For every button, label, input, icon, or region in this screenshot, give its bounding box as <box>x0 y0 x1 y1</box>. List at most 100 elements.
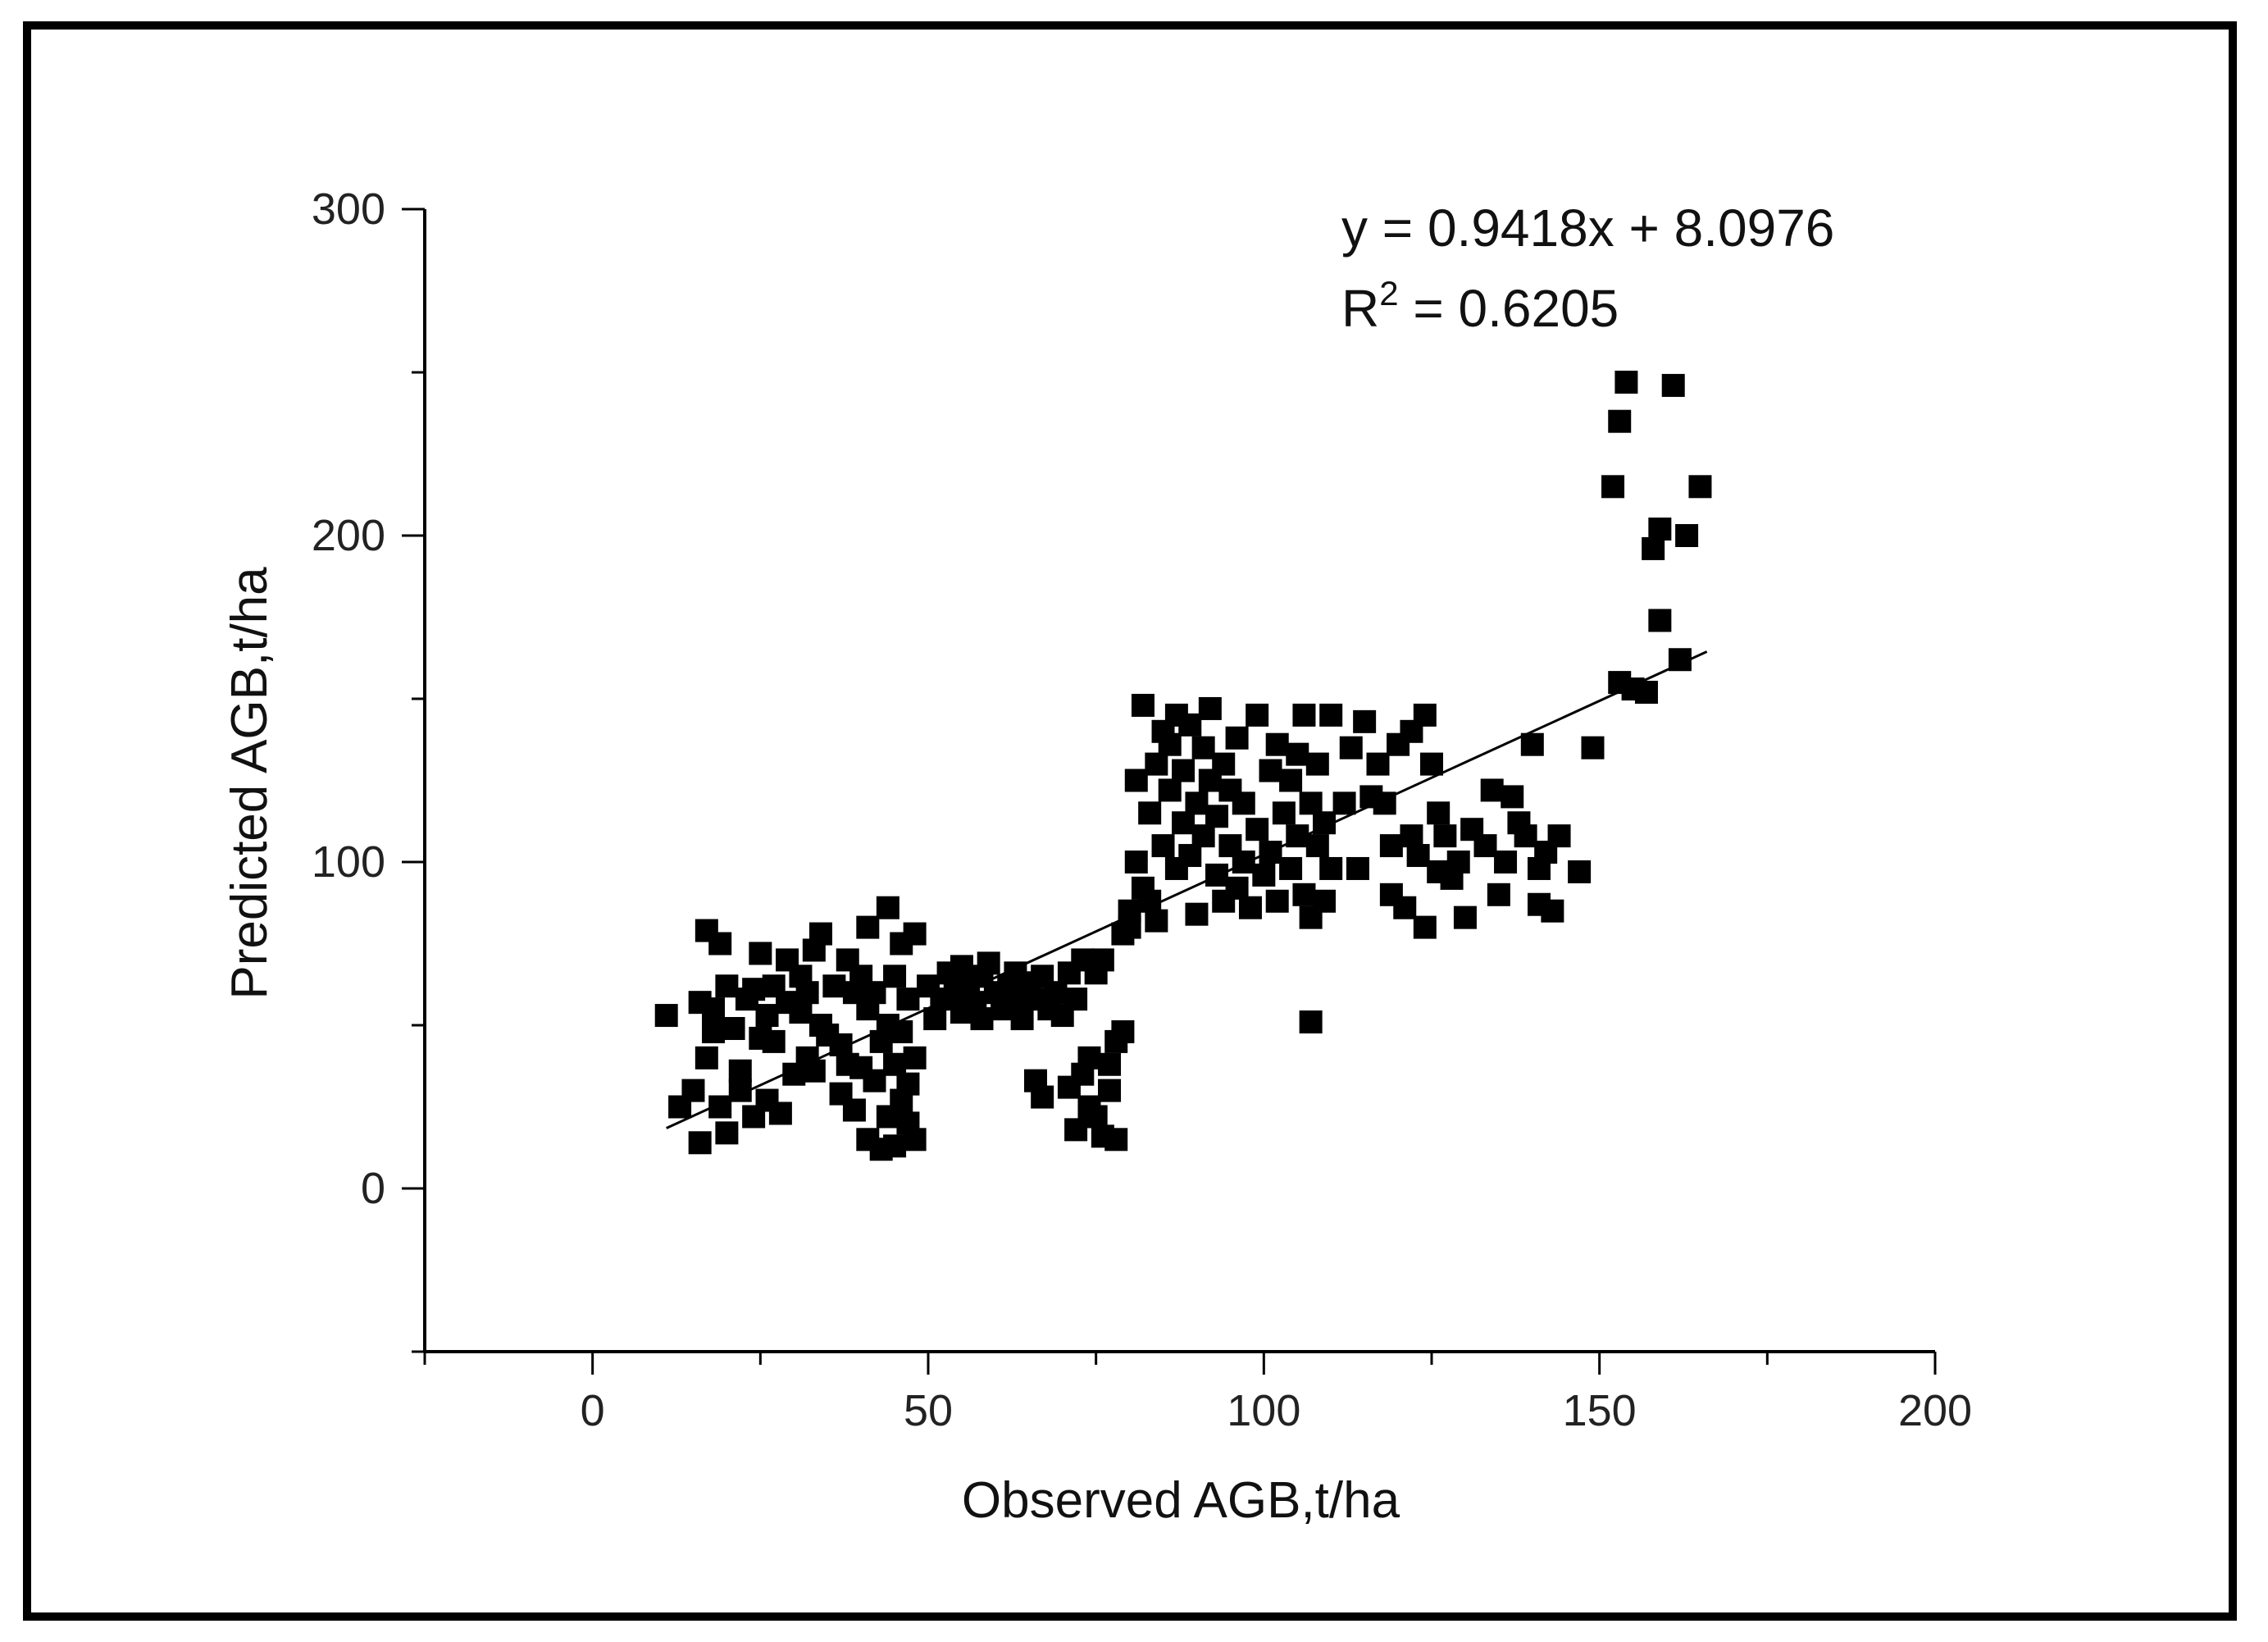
data-point <box>1433 824 1457 848</box>
data-point <box>1191 824 1215 848</box>
data-point <box>1634 681 1658 705</box>
data-point <box>1648 518 1672 541</box>
data-point <box>1494 851 1518 873</box>
data-point <box>1225 876 1249 900</box>
data-point <box>1031 1085 1054 1109</box>
data-point <box>681 1079 705 1102</box>
data-point <box>1601 475 1625 499</box>
data-point <box>1272 801 1296 825</box>
data-point <box>1225 726 1249 750</box>
data-point <box>762 1029 786 1053</box>
data-point <box>1138 801 1162 825</box>
data-point <box>755 1004 779 1028</box>
data-point <box>1473 834 1497 858</box>
data-point <box>1104 1128 1128 1152</box>
data-point <box>1064 1118 1088 1142</box>
data-point <box>1212 752 1236 776</box>
data-point <box>1084 1105 1108 1129</box>
x-tick-label: 100 <box>1227 1386 1300 1435</box>
data-point <box>1198 696 1222 720</box>
data-point <box>1158 732 1182 756</box>
data-point <box>970 1007 994 1031</box>
data-point <box>1642 536 1665 560</box>
data-point <box>1614 370 1638 394</box>
data-point <box>1265 889 1289 913</box>
data-point <box>1292 703 1316 727</box>
data-point <box>1400 824 1423 848</box>
x-tick-label: 0 <box>581 1386 605 1435</box>
data-point <box>1232 791 1255 815</box>
data-point <box>1514 824 1537 848</box>
data-point <box>702 1019 726 1043</box>
data-point <box>1420 752 1443 776</box>
data-point <box>654 1004 678 1028</box>
data-point <box>1353 709 1377 733</box>
data-point <box>1151 834 1175 858</box>
data-point <box>1145 752 1168 776</box>
data-point <box>1480 778 1504 802</box>
data-point <box>1648 609 1672 632</box>
data-point <box>876 896 899 919</box>
data-point <box>702 997 726 1021</box>
data-point <box>1299 791 1323 815</box>
data-point <box>1501 785 1524 809</box>
data-point <box>1608 409 1632 433</box>
data-point <box>742 978 766 1001</box>
x-axis-title: Observed AGB,t/ha <box>962 1472 1400 1529</box>
regression-equation: y = 0.9418x + 8.0976 <box>1341 198 1834 258</box>
data-point <box>1279 769 1303 792</box>
r2-prefix: R <box>1341 279 1379 338</box>
data-point <box>1346 856 1369 880</box>
data-point <box>903 922 927 946</box>
data-point <box>1305 752 1329 776</box>
data-point <box>1158 778 1182 802</box>
data-point <box>809 922 833 946</box>
data-point <box>1259 759 1282 782</box>
data-point <box>1124 769 1148 792</box>
y-tick-label: 300 <box>312 185 385 234</box>
y-tick-label: 200 <box>312 511 385 560</box>
data-point <box>1427 801 1451 825</box>
r2-superscript: 2 <box>1379 274 1398 312</box>
data-point <box>1688 475 1712 499</box>
data-point <box>1131 693 1154 717</box>
data-point <box>695 1046 718 1070</box>
data-point <box>1044 981 1068 1005</box>
chart-frame <box>23 21 2237 1621</box>
data-point <box>1138 889 1162 913</box>
data-point <box>1246 703 1269 727</box>
data-point <box>795 981 819 1005</box>
data-point <box>1172 811 1195 835</box>
y-tick-label: 100 <box>312 837 385 887</box>
data-point <box>1675 524 1699 547</box>
data-point <box>1098 1079 1122 1102</box>
data-point <box>1547 824 1571 848</box>
data-points <box>654 370 1712 1161</box>
data-point <box>1568 860 1592 883</box>
data-point <box>863 981 886 1005</box>
data-point <box>856 915 880 939</box>
data-point <box>688 1131 712 1155</box>
data-point <box>1413 915 1437 939</box>
data-point <box>728 1059 752 1083</box>
data-point <box>1178 713 1202 737</box>
data-point <box>1111 1019 1135 1043</box>
data-point <box>1446 851 1470 873</box>
data-point <box>903 1128 927 1152</box>
data-point <box>1064 987 1088 1011</box>
data-point <box>883 965 907 988</box>
data-point <box>1178 844 1202 868</box>
data-point <box>1265 732 1289 756</box>
data-point <box>977 951 1000 975</box>
data-point <box>1413 703 1437 727</box>
data-point <box>1238 896 1262 919</box>
data-point <box>863 1069 886 1092</box>
data-point <box>1319 856 1343 880</box>
data-point <box>1319 703 1343 727</box>
data-point <box>1172 759 1195 782</box>
data-point <box>1185 791 1209 815</box>
data-point <box>789 1001 813 1024</box>
data-point <box>1205 805 1229 828</box>
data-point <box>1520 732 1544 756</box>
